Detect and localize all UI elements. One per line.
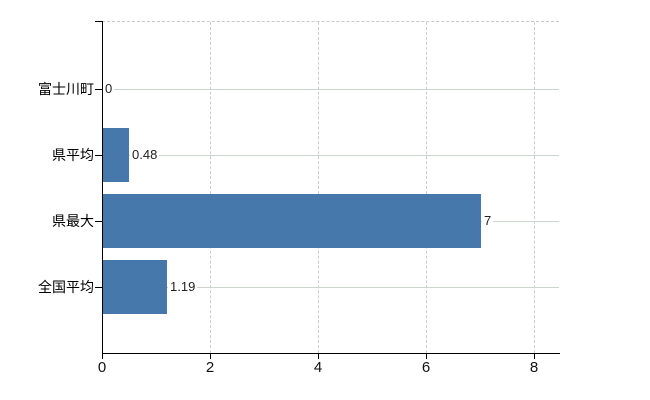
x-tick-label: 8 [529, 359, 539, 376]
category-label: 県平均 [52, 147, 94, 163]
x-tick-label: 0 [97, 359, 107, 376]
bar-value-label: 0 [103, 81, 115, 97]
x-axis-tick [210, 353, 211, 359]
plot-top-border [102, 21, 559, 22]
x-axis-tick [534, 353, 535, 359]
x-tick-label: 2 [205, 359, 215, 376]
category-label: 富士川町 [38, 81, 94, 97]
x-tick-label: 6 [421, 359, 431, 376]
bar-value-label: 0.48 [130, 147, 160, 163]
bar [103, 128, 129, 182]
bar-value-label: 1.19 [168, 279, 198, 295]
category-label: 県最大 [52, 213, 94, 229]
x-tick-label: 4 [313, 359, 323, 376]
category-label: 全国平均 [38, 279, 94, 295]
h-gridline [102, 287, 559, 288]
v-gridline [534, 22, 535, 353]
v-gridline [318, 22, 319, 353]
x-axis-line [102, 353, 560, 354]
bar [103, 260, 167, 314]
y-axis-tick [95, 89, 102, 90]
bar [103, 194, 481, 248]
y-axis-tick [95, 155, 102, 156]
h-gridline [102, 155, 559, 156]
x-axis-tick [426, 353, 427, 359]
bar-value-label: 7 [482, 213, 494, 229]
v-gridline [210, 22, 211, 353]
y-axis-tick [95, 287, 102, 288]
h-gridline [102, 89, 559, 90]
y-axis-tick [95, 221, 102, 222]
x-axis-tick [318, 353, 319, 359]
y-axis-line [102, 21, 103, 354]
x-axis-tick [102, 353, 103, 359]
y-axis-tick [95, 21, 102, 22]
v-gridline [426, 22, 427, 353]
